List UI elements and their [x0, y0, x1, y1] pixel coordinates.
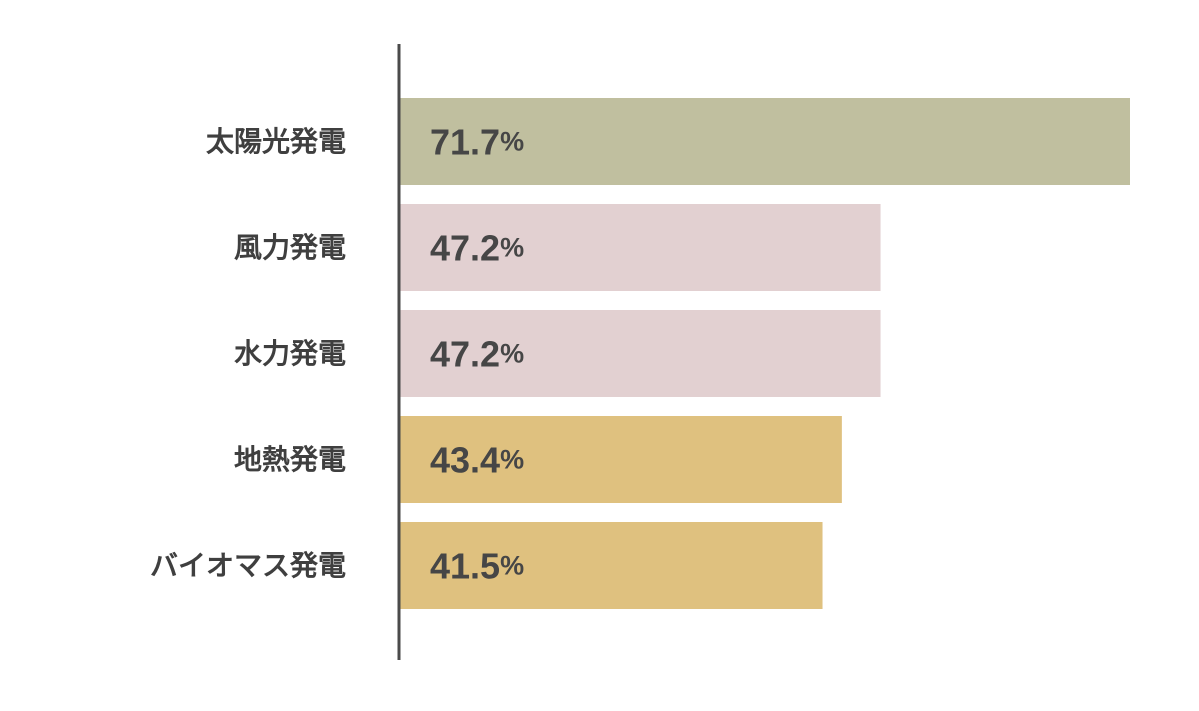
- value-unit: %: [500, 551, 524, 581]
- category-label-5: バイオマス発電: [150, 549, 346, 582]
- value-number: 71.7: [430, 121, 500, 162]
- value-unit: %: [500, 445, 524, 475]
- value-number: 47.2: [430, 333, 500, 374]
- value-number: 43.4: [430, 439, 500, 480]
- category-label-2: 風力発電: [234, 231, 346, 264]
- value-label-4: 43.4%: [430, 439, 524, 480]
- value-label-3: 47.2%: [430, 333, 524, 374]
- category-label-1: 太陽光発電: [206, 125, 346, 158]
- bar-5: [400, 522, 823, 609]
- bar-2: [400, 204, 881, 291]
- value-labels-layer: 71.7%47.2%47.2%43.4%41.5%: [430, 121, 524, 586]
- bar-4: [400, 416, 842, 503]
- category-label-3: 水力発電: [234, 337, 346, 370]
- value-number: 47.2: [430, 227, 500, 268]
- value-unit: %: [500, 127, 524, 157]
- value-number: 41.5: [430, 545, 500, 586]
- bar-3: [400, 310, 881, 397]
- category-label-4: 地熱発電: [234, 443, 346, 476]
- value-unit: %: [500, 339, 524, 369]
- value-label-2: 47.2%: [430, 227, 524, 268]
- bars-layer: [400, 98, 1130, 609]
- bar-1: [400, 98, 1130, 185]
- value-label-5: 41.5%: [430, 545, 524, 586]
- value-label-1: 71.7%: [430, 121, 524, 162]
- value-unit: %: [500, 233, 524, 263]
